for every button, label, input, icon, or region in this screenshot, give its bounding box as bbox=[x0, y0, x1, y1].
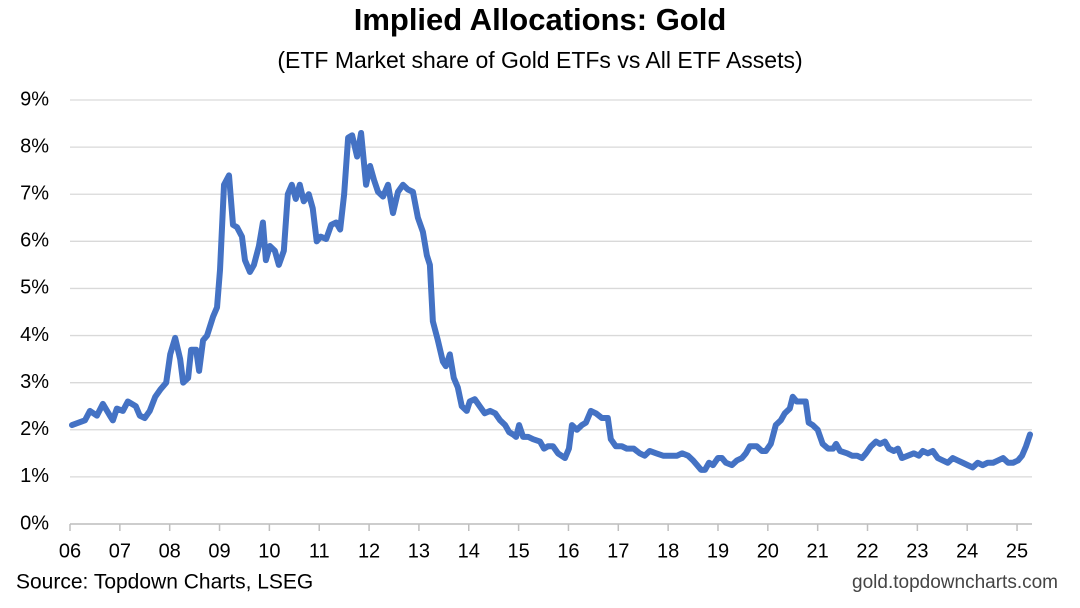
x-tick-label: 09 bbox=[208, 540, 230, 562]
chart-title: Implied Allocations: Gold bbox=[354, 2, 727, 37]
y-tick-label: 3% bbox=[20, 371, 49, 393]
y-tick-label: 9% bbox=[20, 88, 49, 110]
y-tick-label: 5% bbox=[20, 277, 49, 299]
x-tick-label: 06 bbox=[59, 540, 81, 562]
y-tick-label: 7% bbox=[20, 183, 49, 205]
x-tick-label: 08 bbox=[159, 540, 181, 562]
y-tick-label: 0% bbox=[20, 512, 49, 534]
x-tick-label: 19 bbox=[707, 540, 729, 562]
x-tick-label: 20 bbox=[757, 540, 779, 562]
x-tick-label: 13 bbox=[408, 540, 430, 562]
x-tick-label: 15 bbox=[507, 540, 529, 562]
x-tick-label: 07 bbox=[109, 540, 131, 562]
y-tick-label: 6% bbox=[20, 230, 49, 252]
chart-subtitle: (ETF Market share of Gold ETFs vs All ET… bbox=[277, 47, 802, 73]
y-tick-label: 4% bbox=[20, 324, 49, 346]
x-tick-label: 24 bbox=[956, 540, 978, 562]
y-tick-label: 2% bbox=[20, 418, 49, 440]
x-tick-label: 21 bbox=[807, 540, 829, 562]
x-tick-label: 18 bbox=[657, 540, 679, 562]
x-tick-label: 25 bbox=[1006, 540, 1028, 562]
x-tick-label: 11 bbox=[309, 540, 330, 562]
x-tick-label: 14 bbox=[458, 540, 480, 562]
x-tick-label: 12 bbox=[358, 540, 380, 562]
y-tick-label: 1% bbox=[20, 465, 49, 487]
x-tick-label: 16 bbox=[557, 540, 579, 562]
x-tick-label: 17 bbox=[607, 540, 629, 562]
x-tick-label: 10 bbox=[258, 540, 280, 562]
y-tick-label: 8% bbox=[20, 135, 49, 157]
data-line bbox=[68, 129, 1034, 473]
watermark: gold.topdowncharts.com bbox=[852, 572, 1058, 593]
source-note: Source: Topdown Charts, LSEG bbox=[16, 571, 313, 594]
x-tick-label: 23 bbox=[906, 540, 928, 562]
x-tick-label: 22 bbox=[856, 540, 878, 562]
